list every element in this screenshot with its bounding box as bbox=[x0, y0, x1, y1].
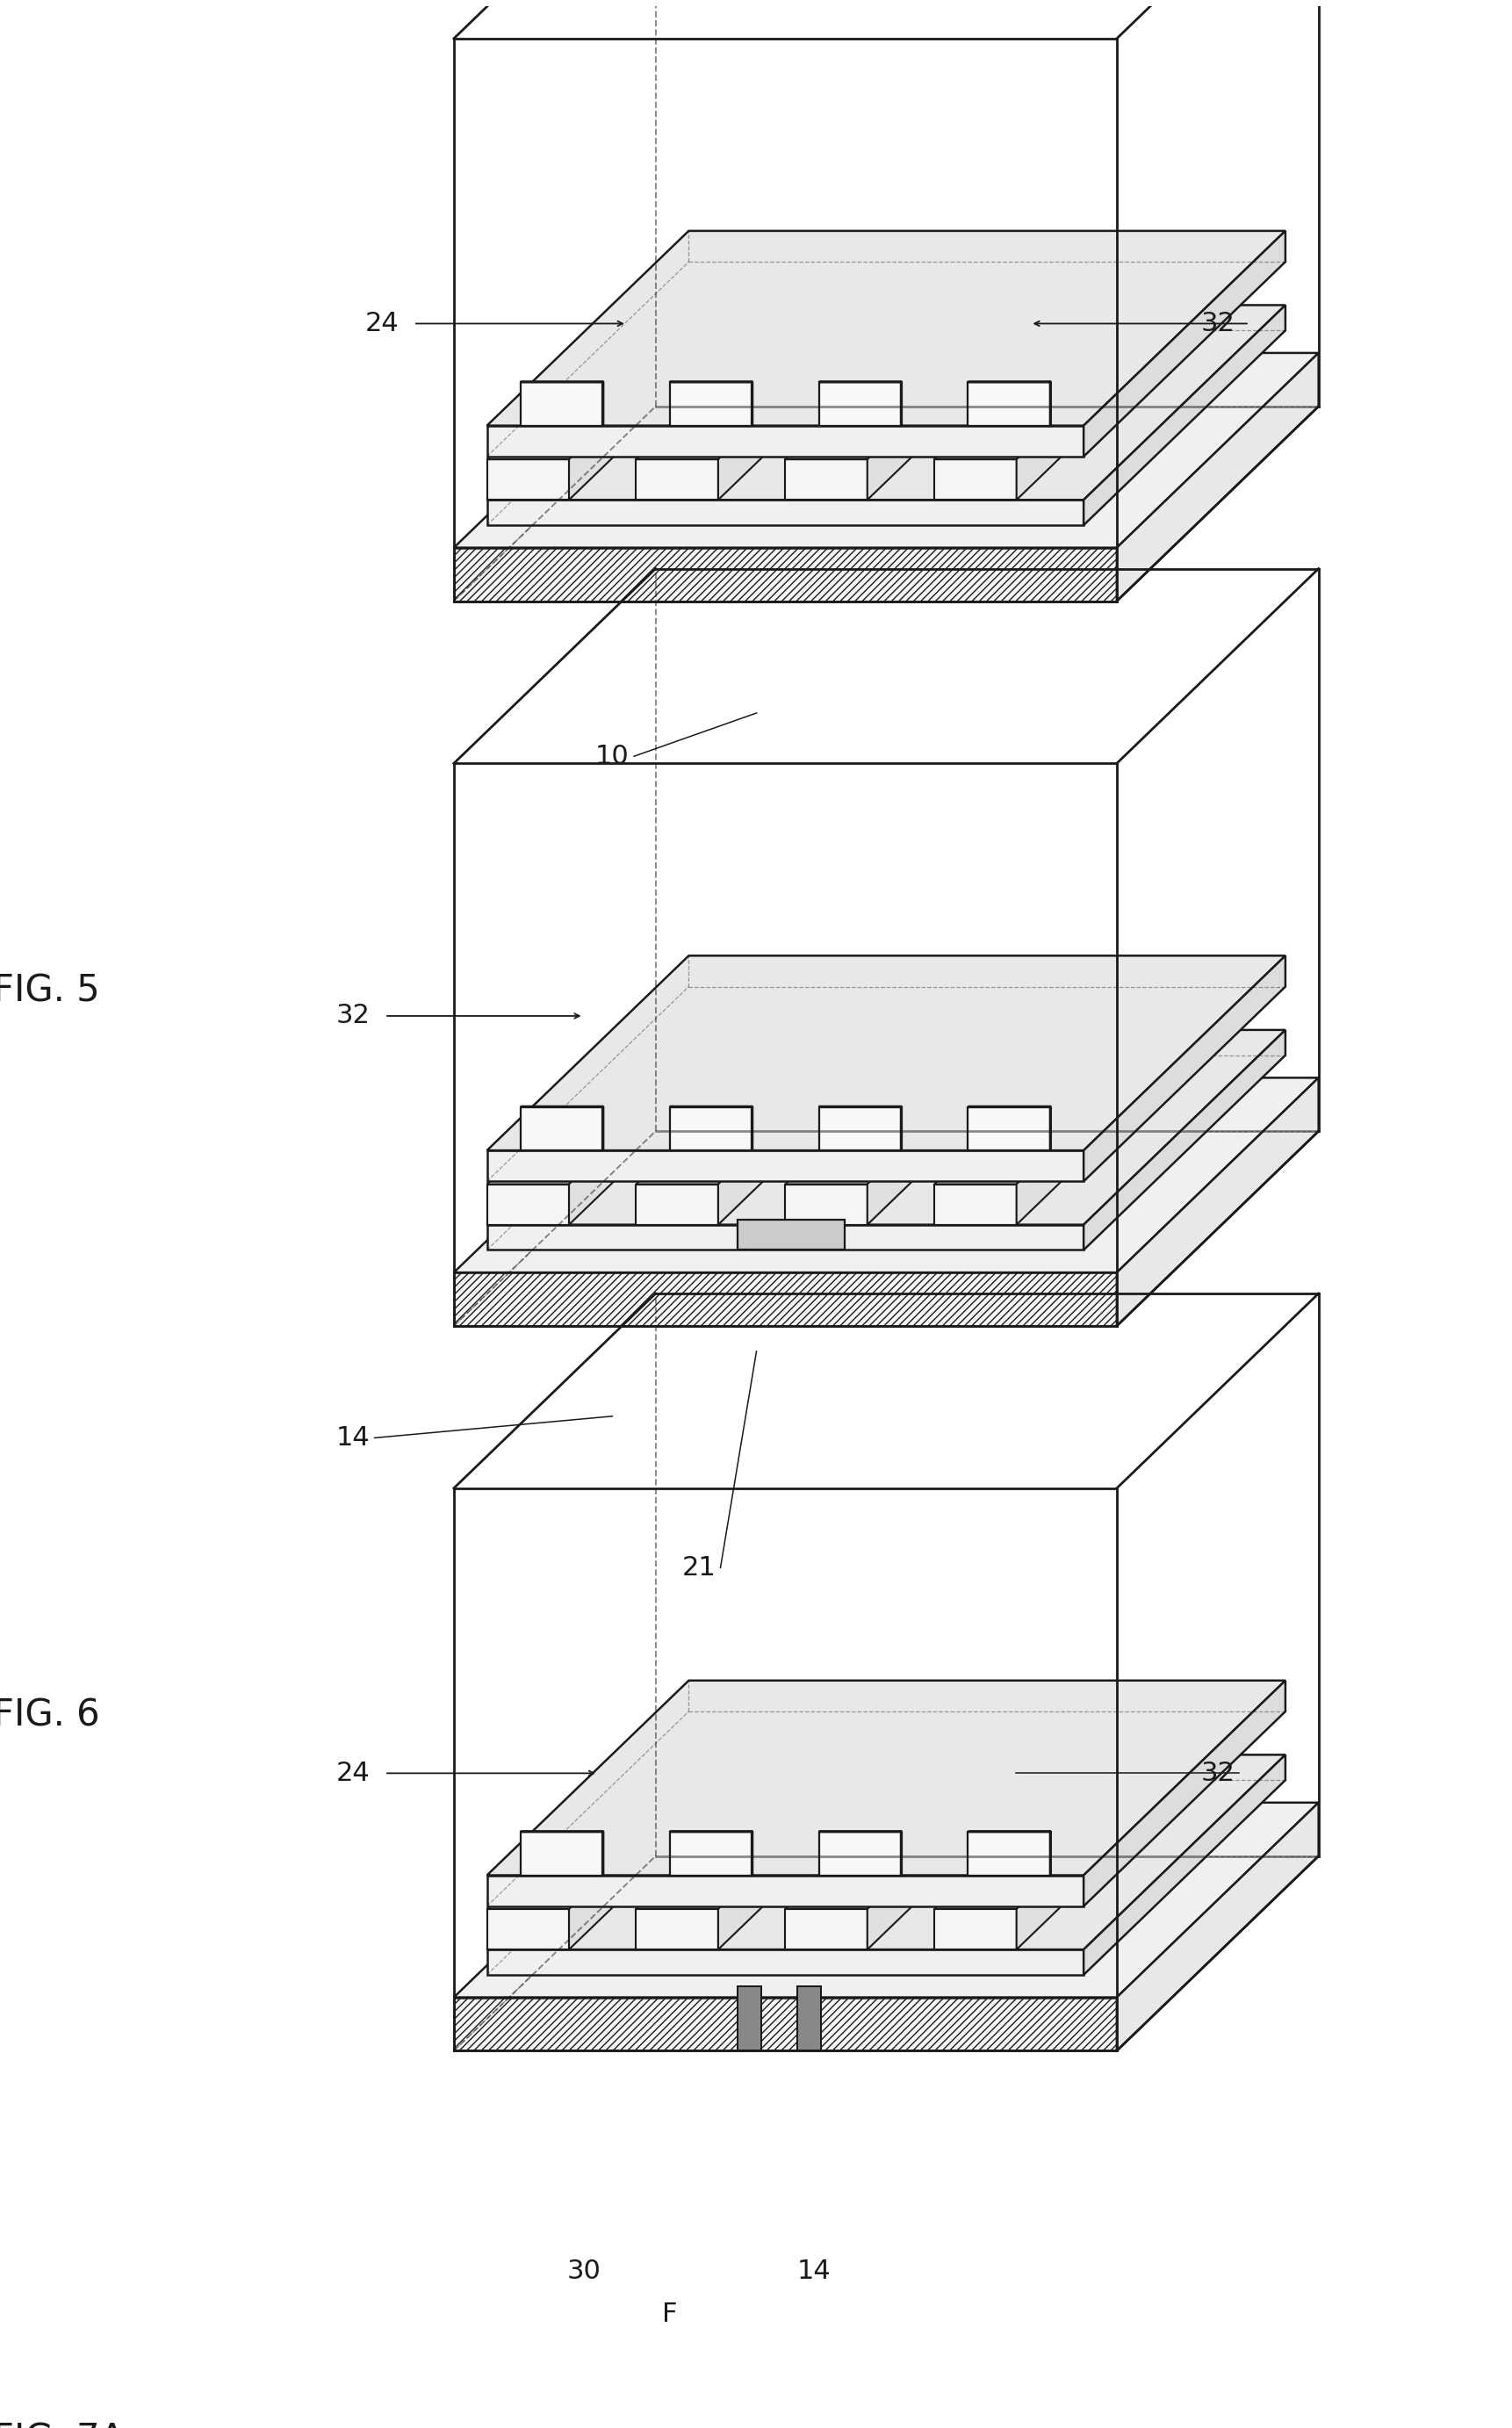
Polygon shape bbox=[637, 1850, 779, 1908]
Polygon shape bbox=[1084, 1680, 1285, 1906]
Polygon shape bbox=[487, 957, 1285, 1151]
Polygon shape bbox=[487, 1680, 1285, 1874]
Text: 32: 32 bbox=[1201, 311, 1235, 337]
Text: 24: 24 bbox=[336, 1760, 370, 1787]
Polygon shape bbox=[520, 1107, 603, 1151]
Polygon shape bbox=[487, 306, 1285, 500]
Polygon shape bbox=[637, 1908, 718, 1950]
Polygon shape bbox=[487, 1029, 1285, 1224]
Polygon shape bbox=[487, 1224, 1084, 1250]
Polygon shape bbox=[569, 1127, 629, 1224]
Polygon shape bbox=[487, 1850, 629, 1908]
Polygon shape bbox=[934, 1908, 1016, 1950]
Polygon shape bbox=[487, 500, 1084, 524]
Polygon shape bbox=[785, 401, 928, 459]
Polygon shape bbox=[454, 1998, 1117, 2052]
Polygon shape bbox=[487, 1151, 1084, 1182]
Polygon shape bbox=[454, 352, 1318, 549]
Text: FIG. 5: FIG. 5 bbox=[0, 971, 100, 1010]
Polygon shape bbox=[637, 401, 779, 459]
Polygon shape bbox=[785, 1908, 868, 1950]
Polygon shape bbox=[487, 1755, 1285, 1950]
Polygon shape bbox=[1084, 231, 1285, 456]
Polygon shape bbox=[934, 1850, 1077, 1908]
Polygon shape bbox=[1084, 306, 1285, 524]
Polygon shape bbox=[934, 459, 1016, 500]
Polygon shape bbox=[670, 381, 751, 425]
Text: F: F bbox=[662, 2302, 677, 2326]
Polygon shape bbox=[1117, 1078, 1318, 1326]
Text: 30: 30 bbox=[567, 2258, 600, 2285]
Polygon shape bbox=[785, 1127, 928, 1185]
Polygon shape bbox=[1117, 352, 1318, 602]
Polygon shape bbox=[868, 401, 928, 500]
Polygon shape bbox=[487, 1908, 569, 1950]
Polygon shape bbox=[487, 401, 629, 459]
Text: 24: 24 bbox=[364, 311, 399, 337]
Polygon shape bbox=[968, 381, 1049, 425]
Polygon shape bbox=[487, 459, 569, 500]
Polygon shape bbox=[637, 1185, 718, 1224]
Text: 14: 14 bbox=[797, 2258, 832, 2285]
Polygon shape bbox=[454, 1272, 1117, 1326]
Polygon shape bbox=[637, 459, 718, 500]
Polygon shape bbox=[454, 549, 1117, 602]
Bar bbox=[738, 1986, 762, 2052]
Polygon shape bbox=[1117, 1802, 1318, 2052]
Text: 32: 32 bbox=[336, 1003, 370, 1029]
Polygon shape bbox=[487, 1127, 629, 1185]
Polygon shape bbox=[569, 1850, 629, 1950]
Polygon shape bbox=[1016, 1127, 1077, 1224]
Polygon shape bbox=[718, 401, 779, 500]
Polygon shape bbox=[820, 1107, 901, 1151]
Polygon shape bbox=[934, 1185, 1016, 1224]
Polygon shape bbox=[820, 381, 901, 425]
Text: FIG. 7A: FIG. 7A bbox=[0, 2421, 124, 2428]
Text: 10: 10 bbox=[596, 743, 629, 770]
Polygon shape bbox=[487, 425, 1084, 456]
Polygon shape bbox=[454, 1078, 1318, 1272]
Polygon shape bbox=[868, 1127, 928, 1224]
Polygon shape bbox=[968, 1107, 1049, 1151]
Polygon shape bbox=[785, 1185, 868, 1224]
Polygon shape bbox=[487, 1950, 1084, 1974]
Polygon shape bbox=[968, 1833, 1049, 1874]
Polygon shape bbox=[1016, 401, 1077, 500]
Polygon shape bbox=[487, 1874, 1084, 1906]
Polygon shape bbox=[670, 1833, 751, 1874]
Text: FIG. 6: FIG. 6 bbox=[0, 1697, 100, 1734]
Polygon shape bbox=[1084, 1029, 1285, 1250]
Polygon shape bbox=[487, 231, 1285, 425]
Polygon shape bbox=[1084, 957, 1285, 1182]
Polygon shape bbox=[487, 1185, 569, 1224]
Polygon shape bbox=[1084, 1755, 1285, 1974]
Polygon shape bbox=[1016, 1850, 1077, 1950]
Polygon shape bbox=[718, 1127, 779, 1224]
Polygon shape bbox=[454, 1802, 1318, 1998]
Polygon shape bbox=[520, 381, 603, 425]
Text: 32: 32 bbox=[1201, 1760, 1235, 1787]
Polygon shape bbox=[785, 459, 868, 500]
Text: 14: 14 bbox=[336, 1425, 370, 1450]
Polygon shape bbox=[934, 1127, 1077, 1185]
Polygon shape bbox=[868, 1850, 928, 1950]
Polygon shape bbox=[569, 401, 629, 500]
Polygon shape bbox=[520, 1833, 603, 1874]
Polygon shape bbox=[785, 1850, 928, 1908]
Polygon shape bbox=[934, 401, 1077, 459]
Polygon shape bbox=[738, 1219, 845, 1250]
Polygon shape bbox=[670, 1107, 751, 1151]
Text: 21: 21 bbox=[682, 1554, 715, 1581]
Bar bbox=[797, 1986, 821, 2052]
Polygon shape bbox=[718, 1850, 779, 1950]
Polygon shape bbox=[820, 1833, 901, 1874]
Polygon shape bbox=[637, 1127, 779, 1185]
